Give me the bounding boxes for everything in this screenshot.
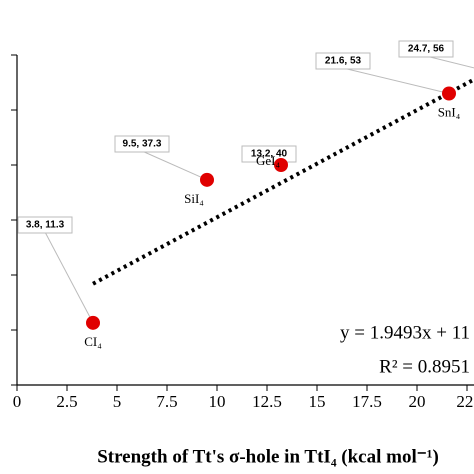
x-tick-label: 7.5 xyxy=(156,392,177,411)
x-tick-label: 10 xyxy=(209,392,226,411)
point-name: SnI₄ xyxy=(438,104,461,119)
label-box xyxy=(114,135,170,153)
x-tick-label: 5 xyxy=(113,392,122,411)
label-box xyxy=(17,216,73,234)
x-tick-label: 0 xyxy=(13,392,22,411)
value-label: 3.8, 11.3 xyxy=(26,220,65,231)
point-name: CI₄ xyxy=(84,334,102,349)
x-tick-label: 12.5 xyxy=(252,392,282,411)
point xyxy=(274,158,288,172)
leader-line xyxy=(44,231,94,324)
value-label: 21.6, 53 xyxy=(325,56,362,67)
value-label: 9.5, 37.3 xyxy=(123,139,162,150)
leader-line xyxy=(141,150,208,181)
point xyxy=(200,172,214,187)
point xyxy=(442,86,456,101)
x-tick-label: 2.5 xyxy=(56,392,77,411)
label-box xyxy=(241,145,297,163)
x-axis-title: Strength of Tt's σ-hole in TtI₄ (kcal mo… xyxy=(97,446,439,467)
equation: y = 1.9493x + 11 xyxy=(340,322,470,343)
leader-line xyxy=(425,55,474,69)
r-squared: R² = 0.8951 xyxy=(379,356,470,377)
x-tick-label: 15 xyxy=(309,392,326,411)
x-tick-label: 22. xyxy=(456,392,474,411)
trendline xyxy=(92,77,474,286)
point-name: GeI₄ xyxy=(256,153,280,168)
x-tick-label: 20 xyxy=(409,392,426,411)
point-name: SiI₄ xyxy=(184,191,204,206)
point xyxy=(86,315,100,330)
leader-line xyxy=(342,67,450,94)
label-box xyxy=(398,40,454,58)
value-label: 24.7, 56 xyxy=(408,44,445,55)
label-box xyxy=(315,52,371,70)
value-label: 13.2, 40 xyxy=(251,149,288,160)
x-tick-label: 17.5 xyxy=(352,392,382,411)
